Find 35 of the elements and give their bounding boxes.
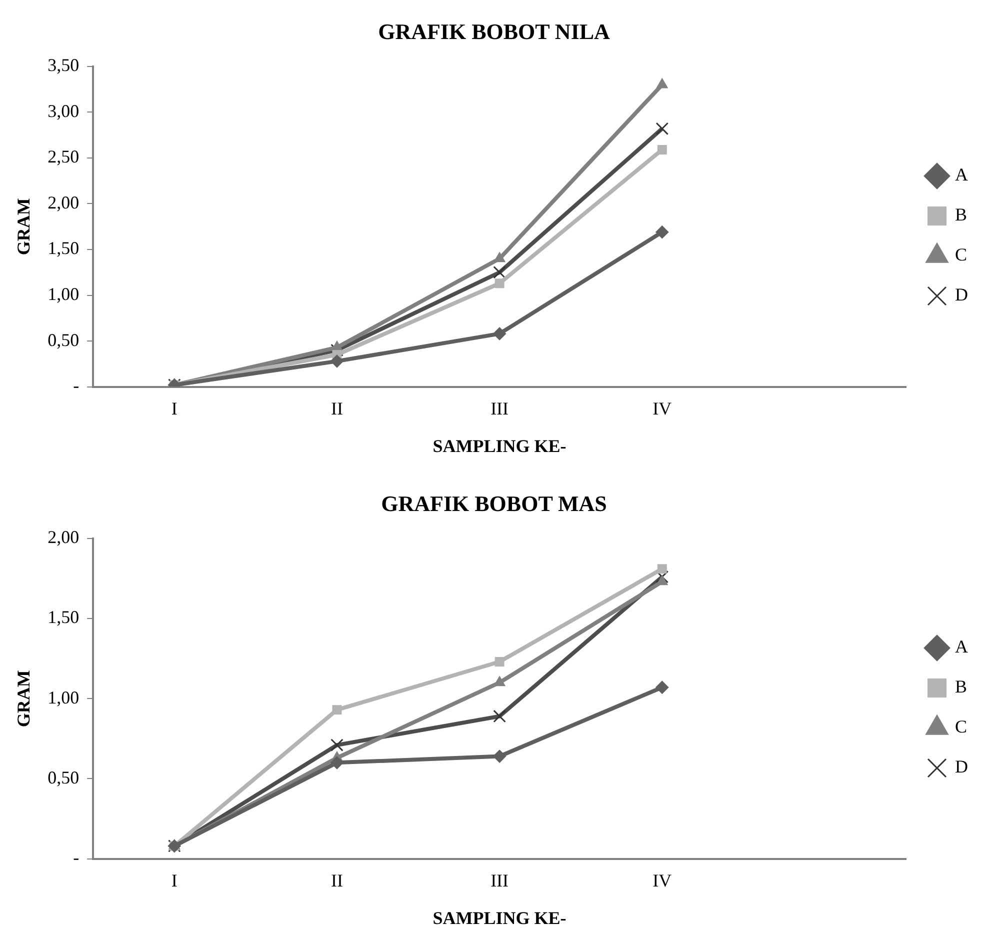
- y-tick-label: 3,00: [48, 100, 80, 121]
- chart-title: GRAFIK BOBOT NILA: [378, 18, 610, 44]
- legend-label: A: [955, 164, 968, 185]
- x-tick-label: I: [171, 870, 178, 890]
- y-tick-label: 3,50: [48, 55, 80, 76]
- y-tick-label: -: [73, 376, 80, 396]
- y-tick-label: -: [73, 848, 80, 868]
- y-tick-label: 1,50: [48, 238, 80, 258]
- y-axis-title: GRAM: [13, 670, 34, 728]
- legend-label: B: [955, 204, 968, 225]
- x-tick-label: III: [490, 398, 509, 418]
- y-tick-label: 1,00: [48, 284, 80, 304]
- x-tick-label: III: [490, 870, 509, 890]
- y-tick-label: 2,50: [48, 146, 80, 167]
- legend-label: D: [955, 756, 968, 777]
- x-axis-title: SAMPLING KE-: [432, 436, 566, 456]
- y-axis-title: GRAM: [13, 198, 34, 256]
- x-tick-label: IV: [652, 870, 672, 890]
- legend-label: D: [955, 284, 968, 305]
- y-tick-label: 2,00: [48, 527, 80, 548]
- y-tick-label: 2,00: [48, 192, 80, 212]
- legend-label: C: [955, 716, 968, 737]
- x-tick-label: I: [171, 398, 178, 418]
- y-tick-label: 1,50: [48, 607, 80, 628]
- legend-label: B: [955, 676, 968, 697]
- x-axis-title: SAMPLING KE-: [432, 908, 566, 928]
- legend-label: C: [955, 244, 968, 265]
- x-tick-label: II: [330, 398, 343, 418]
- x-tick-label: II: [330, 870, 343, 890]
- y-tick-label: 1,00: [48, 687, 80, 708]
- chart-title: GRAFIK BOBOT MAS: [381, 490, 607, 516]
- y-tick-label: 0,50: [48, 330, 80, 350]
- legend-label: A: [955, 636, 968, 657]
- y-tick-label: 0,50: [48, 767, 80, 788]
- x-tick-label: IV: [652, 398, 672, 418]
